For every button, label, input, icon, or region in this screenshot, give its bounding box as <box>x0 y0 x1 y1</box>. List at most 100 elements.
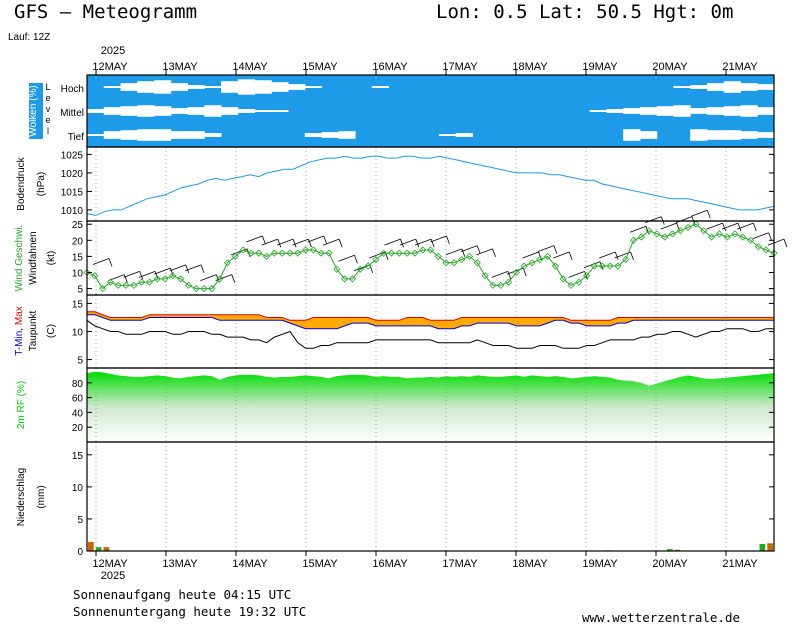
wind-barb <box>476 245 481 254</box>
sunrise-info: Sonnenaufgang heute 04:15 UTC <box>73 587 292 602</box>
cloud-gap <box>137 129 155 141</box>
precip-bar <box>666 549 673 551</box>
wind-point <box>231 252 239 260</box>
wind-point <box>497 281 505 289</box>
wind-point <box>294 249 302 257</box>
wind-barb <box>400 239 404 248</box>
cloud-gap <box>254 110 272 112</box>
wind-barb <box>139 271 144 280</box>
level-letter: e <box>45 93 50 103</box>
wind-point <box>684 223 692 232</box>
cloud-level-label: Hoch <box>61 84 84 95</box>
cloud-gap <box>254 80 272 94</box>
wind-point <box>387 249 396 257</box>
wind-barb <box>445 248 462 256</box>
wind-barb <box>277 239 282 248</box>
wind-barb <box>706 210 711 219</box>
wind-barb <box>338 239 343 248</box>
cloud-gap <box>690 108 708 114</box>
wind-barb <box>308 239 312 248</box>
wind-point <box>302 246 310 254</box>
wind-point <box>661 233 669 241</box>
wind-barb <box>676 222 680 232</box>
wind-barb <box>737 222 754 230</box>
wind-point <box>528 259 536 267</box>
day-label-top: 15MAY <box>302 61 338 73</box>
cloud-gap <box>187 131 205 139</box>
cloud-level-label: Mittel <box>60 108 84 119</box>
cloud-gap <box>120 130 138 140</box>
wind-barb <box>154 267 171 275</box>
y-tick-label-pressure: 1015 <box>61 187 84 198</box>
wind-barb <box>108 258 113 267</box>
wind-point <box>645 227 653 235</box>
wind-barb <box>185 264 190 274</box>
year-label-bottom: 2025 <box>101 570 125 582</box>
wind-barb <box>262 235 266 245</box>
precip-bar <box>759 543 766 551</box>
wind-barb <box>261 238 278 246</box>
wind-point <box>551 262 559 270</box>
wind-barb <box>630 251 634 261</box>
wind-point <box>130 281 138 289</box>
cloud-gap <box>740 83 758 91</box>
wind-barb <box>660 222 677 230</box>
wind-barb <box>491 270 509 278</box>
wind-point <box>216 275 224 283</box>
wind-point <box>614 262 622 270</box>
wind-point <box>700 227 708 235</box>
cloud-gap <box>690 85 708 89</box>
year-label-top: 2025 <box>101 45 125 57</box>
temperature-axis-label: T-Min, Max <box>14 306 25 355</box>
wind-barb <box>783 239 788 248</box>
wind-barb <box>338 254 355 262</box>
wind-point <box>106 278 114 286</box>
wind-point <box>380 249 388 257</box>
wind-barb <box>200 264 205 274</box>
cloud-gap <box>103 86 122 88</box>
cloud-axis-label: Wolken (%) <box>28 85 39 137</box>
day-label-top: 13MAY <box>162 61 198 73</box>
wind-barb <box>415 239 420 248</box>
wind-point <box>583 272 591 280</box>
wind-point <box>262 252 271 260</box>
day-label-top: 12MAY <box>92 61 128 73</box>
source-link[interactable]: www.wetterzentrale.de <box>582 610 741 625</box>
cloud-gap <box>723 130 741 140</box>
location-info: Lon: 0.5 Lat: 50.5 Hgt: 0m <box>436 1 734 23</box>
wind-point <box>153 275 161 283</box>
y-tick-label-humidity: 80 <box>72 379 84 390</box>
wind-barb <box>722 222 727 232</box>
wind-barb <box>706 222 723 230</box>
wind-point <box>520 262 528 270</box>
wind-barb <box>599 251 616 259</box>
wind-barb <box>276 238 294 246</box>
cloud-gap <box>204 133 222 137</box>
wind-barb <box>492 248 496 257</box>
wind-unit-label: (kt) <box>46 251 57 265</box>
pressure-line <box>86 155 775 216</box>
wind-point <box>223 259 232 267</box>
wind-barb <box>767 238 785 246</box>
wind-point <box>715 230 723 238</box>
cloud-gap <box>120 83 138 91</box>
cloud-gap <box>757 107 775 115</box>
wind-point <box>255 249 263 257</box>
cloud-gap <box>137 105 155 117</box>
cloud-gap <box>87 134 105 136</box>
wind-point <box>731 230 739 238</box>
wind-point <box>372 256 380 264</box>
wind-barb <box>430 239 435 248</box>
y-tick-label-precipitation: 0 <box>77 547 83 558</box>
cloud-level-label: Tief <box>68 132 85 143</box>
wind-barb <box>200 274 217 281</box>
y-tick-label-humidity: 20 <box>72 423 84 434</box>
dewpoint-line <box>86 319 774 349</box>
wind-barb <box>768 232 773 241</box>
y-tick-label-wind: 5 <box>77 285 83 296</box>
humidity-axis-label: 2m RF (%) <box>16 381 27 429</box>
wind-barb <box>123 274 128 283</box>
cloud-gap <box>304 133 323 137</box>
wind-barb <box>307 235 324 243</box>
precip-bar <box>767 543 773 551</box>
